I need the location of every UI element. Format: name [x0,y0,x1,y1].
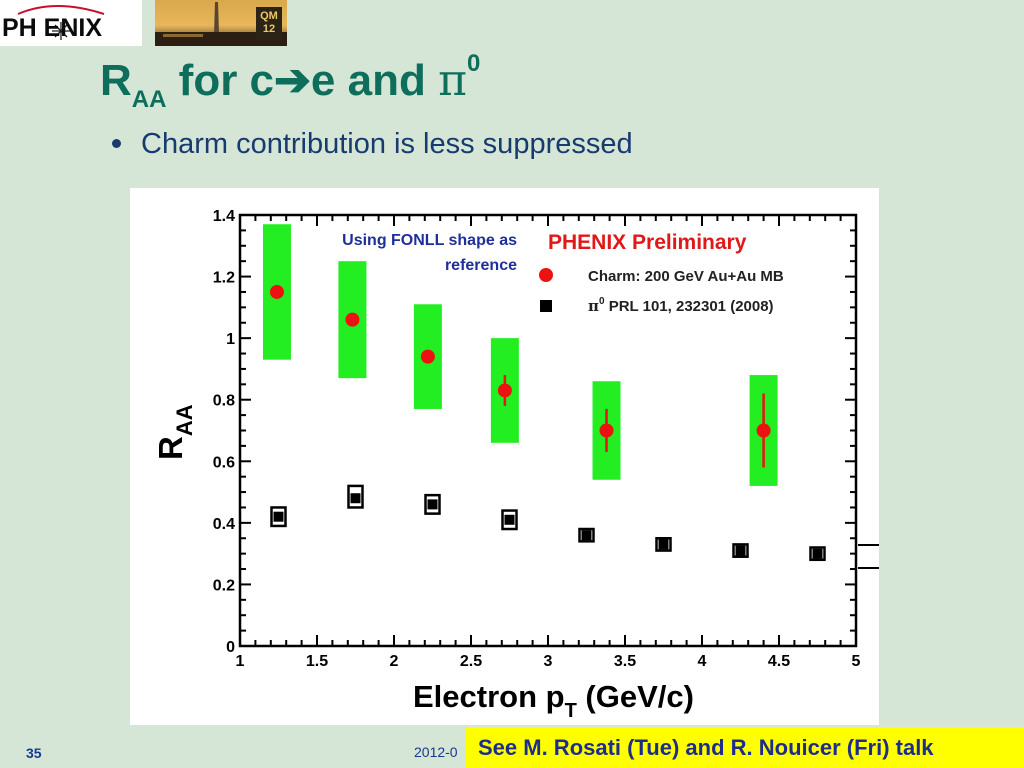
y-tick-label: 0 [226,639,235,656]
phenix-logo: PH ENIX [0,0,142,46]
x-axis-label-unit: (GeV/c) [577,679,694,714]
y-tick-label: 0.2 [213,577,235,594]
title-arrow-icon: ➔ [274,56,311,105]
x-tick-label: 4 [698,653,707,670]
pi0-marker [350,493,361,504]
y-axis-label-sub: AA [172,404,197,436]
pi0-marker [273,511,284,522]
charm-marker [269,284,284,299]
conference-badge: QM 12 [256,7,282,40]
slide-number: 35 [26,745,42,761]
logo-arc-icon [17,5,105,40]
legend-pi0-marker [540,300,552,312]
talk-callout: See M. Rosati (Tue) and R. Nouicer (Fri)… [466,727,1024,768]
charm-point [749,375,778,486]
pi0-point [732,543,749,558]
chart-panel: 1 1.5 2 2.5 3 3.5 4 4.5 5 0 0.2 0.4 0.6 0.8 1 1.2 1.4 Ele… [130,188,879,725]
legend-pi0-pi: π [588,297,599,315]
preliminary-label: PHENIX Preliminary [548,231,747,254]
title-after: e and [310,56,439,105]
x-tick-label: 4.5 [768,653,790,670]
x-tick-label: 1 [236,653,245,670]
charm-point [413,304,442,409]
x-axis-label-main: Electron p [413,679,565,714]
y-axis-label-main: R [152,436,189,460]
y-tick-label: 1 [226,331,235,348]
title-mid: for c [166,56,275,105]
legend-pi0-label: π0 PRL 101, 232301 (2008) [588,296,774,315]
title-sub: AA [131,86,167,113]
bullet-item: Charm contribution is less suppressed [112,128,633,161]
pi0-marker [427,499,438,510]
raa-chart: 1 1.5 2 2.5 3 3.5 4 4.5 5 0 0.2 0.4 0.6 0.8 1 1.2 1.4 Ele… [152,208,879,722]
pi0-point [270,506,287,528]
x-axis-label: Electron pT (GeV/c) [413,679,694,722]
legend-pi0-sup: 0 [599,296,605,307]
pi0-marker [658,539,669,550]
charm-marker [420,349,435,364]
charm-marker [599,423,614,438]
logo-text: PH ENIX [2,14,103,42]
x-axis-label-sub: T [565,700,577,722]
x-tick-label: 1.5 [306,653,328,670]
title-main: R [100,56,132,105]
y-tick-label: 1.4 [213,208,235,225]
legend-pi0-name: PRL 101, 232301 (2008) [605,298,774,315]
charm-point [490,338,519,443]
charm-point [262,224,291,360]
y-tick-label: 1.2 [213,270,235,287]
legend-charm-label: Charm: 200 GeV Au+Au MB [588,268,784,285]
charm-point [592,381,621,480]
charm-point [338,261,367,379]
legend-charm-marker [539,268,553,282]
fonll-annotation-line2: reference [445,257,517,274]
y-tick-label: 0.6 [213,454,235,471]
title-sup: 0 [466,50,481,77]
fonll-annotation-line1: Using FONLL shape as [342,232,517,249]
slide-date: 2012-0 [414,744,458,760]
pi0-marker [504,514,515,525]
bullet-dot-icon [112,139,121,148]
charm-marker [497,383,512,398]
pi0-point [578,527,595,543]
x-tick-label: 2.5 [460,653,482,670]
y-axis-label: RAA [152,404,197,460]
pi0-marker [812,548,823,559]
pi0-point [655,537,672,552]
slide-title: RAA for c➔e and π0 [100,50,481,113]
x-tick-label: 3.5 [614,653,636,670]
pi0-point [809,546,826,562]
title-pi: π [438,55,467,106]
pi0-point [501,509,518,531]
pi0-point [424,493,441,515]
charm-marker [345,312,360,327]
bullet-text: Charm contribution is less suppressed [141,128,633,160]
y-tick-label: 0.4 [213,516,235,533]
x-tick-label: 3 [544,653,553,670]
pi0-point [347,484,364,509]
x-tick-label: 2 [390,653,399,670]
x-tick-label: 5 [852,653,861,670]
y-tick-label: 0.8 [213,393,235,410]
charm-marker [756,423,771,438]
pi0-marker [735,545,746,556]
pi0-marker [581,530,592,541]
